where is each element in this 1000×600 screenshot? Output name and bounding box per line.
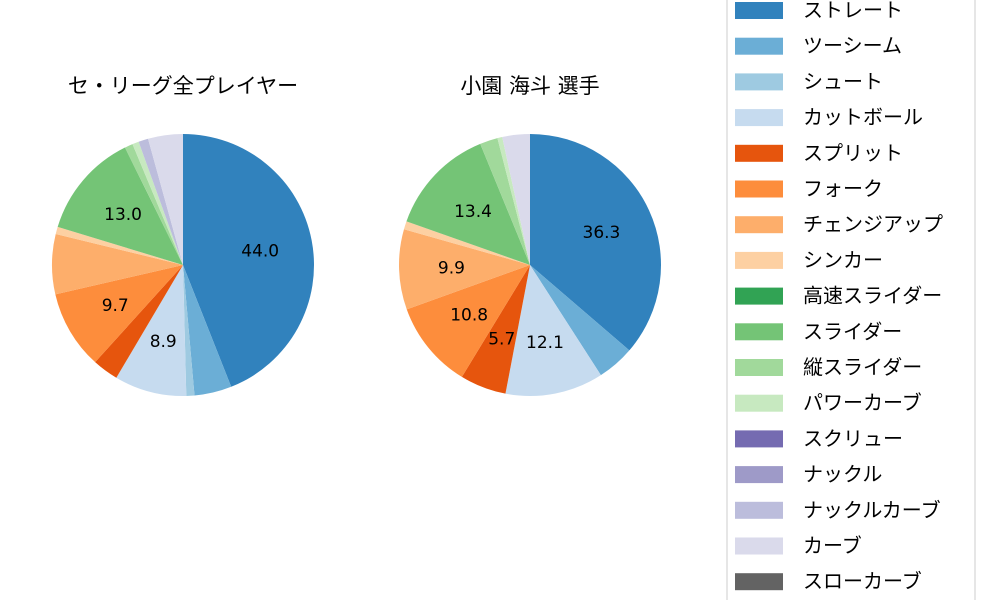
pie-slice	[480, 138, 530, 265]
legend-label: シンカー	[803, 248, 883, 272]
legend-label: ナックル	[803, 462, 882, 486]
pie-slice	[148, 134, 183, 265]
pie-slice	[55, 226, 183, 265]
legend-swatch	[735, 180, 783, 198]
legend-label: カットボール	[803, 105, 923, 129]
legend-swatch	[735, 394, 783, 412]
slice-label: 10.8	[450, 306, 488, 326]
pie-slice	[399, 229, 530, 310]
pie-slice	[124, 144, 183, 265]
pie-slice	[183, 134, 314, 387]
legend-label: ナックルカーブ	[803, 498, 941, 522]
pie-slice	[403, 221, 530, 265]
legend-swatch	[735, 73, 783, 91]
legend-label: 高速スライダー	[803, 284, 942, 308]
legend-swatch	[735, 37, 783, 55]
legend-swatch	[735, 359, 783, 376]
slice-label: 8.9	[150, 332, 177, 352]
legend-label: スプリット	[803, 141, 903, 165]
legend-label: ツーシーム	[803, 34, 902, 58]
slice-label: 13.4	[454, 202, 492, 222]
pie-title: セ・リーグ全プレイヤー	[68, 74, 298, 98]
slice-label: 36.3	[583, 223, 621, 243]
legend-label: スローカーブ	[803, 569, 922, 593]
legend-swatch	[735, 501, 783, 519]
legend-swatch	[735, 251, 783, 269]
legend-swatch	[735, 573, 783, 591]
legend-label: ストレート	[803, 0, 903, 22]
pie-slice	[116, 265, 187, 396]
legend-label: フォーク	[803, 177, 883, 201]
slice-label: 12.1	[526, 333, 564, 353]
legend-frame	[726, 0, 976, 600]
pie-slice	[132, 141, 183, 265]
slice-label: 44.0	[241, 241, 279, 261]
legend-swatch	[735, 144, 783, 162]
pie-0: セ・リーグ全プレイヤー 44.0 8.9 9.7 13.0	[52, 74, 314, 396]
pie-slice	[138, 138, 183, 265]
pie-slice	[406, 143, 530, 265]
pie-slice	[505, 265, 601, 396]
legend-swatch	[735, 537, 783, 555]
legend-swatch	[735, 466, 783, 484]
pie-slice	[95, 265, 183, 378]
pie-slice	[497, 136, 530, 265]
legend-label: パワーカーブ	[803, 391, 922, 415]
legend-swatch	[735, 2, 783, 19]
pie-1: 小園 海斗 選手 36.3 12.1 5.710.8 9.9 13.4	[399, 74, 661, 396]
legend-label: シュート	[803, 69, 883, 93]
pie-slice	[183, 265, 195, 396]
slice-label: 13.0	[104, 205, 142, 225]
legend-swatch	[735, 430, 783, 448]
legend-swatch	[735, 323, 783, 341]
slice-label: 9.9	[438, 259, 465, 279]
legend-swatch	[735, 216, 783, 234]
pie-slice	[461, 265, 530, 394]
legend-label: スライダー	[803, 319, 902, 343]
slice-label: 5.7	[488, 329, 515, 349]
pie-slice	[183, 265, 232, 396]
legend-swatch	[735, 287, 783, 305]
pie-slice	[502, 134, 530, 265]
pie-slice	[530, 265, 630, 376]
slice-label: 9.7	[102, 296, 129, 316]
pie-slice	[406, 265, 530, 377]
pie-slice	[55, 265, 184, 363]
pie-slice	[530, 134, 661, 351]
legend: ストレートツーシームシュートカットボールスプリットフォークチェンジアップシンカー…	[726, 0, 976, 600]
pie-slice	[52, 234, 184, 295]
legend-label: 縦スライダー	[803, 355, 922, 379]
legend-label: スクリュー	[803, 426, 903, 450]
pie-title: 小園 海斗 選手	[460, 74, 599, 98]
legend-swatch	[735, 109, 783, 127]
legend-label: カーブ	[803, 534, 862, 558]
pie-slice	[57, 147, 183, 265]
legend-label: チェンジアップ	[803, 212, 943, 236]
